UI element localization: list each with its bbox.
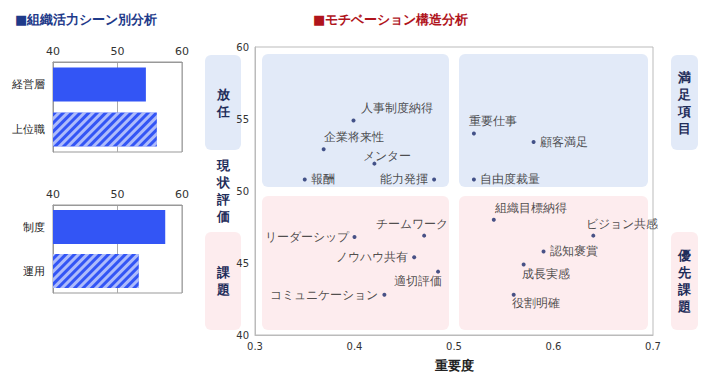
svg-text:状: 状 (216, 175, 231, 190)
svg-text:■モチベーション構造分析: ■モチベーション構造分析 (313, 12, 468, 27)
svg-text:コミュニケーション: コミュニケーション (270, 288, 378, 302)
svg-text:50: 50 (236, 186, 249, 197)
svg-text:0.3: 0.3 (247, 341, 263, 352)
svg-text:制度: 制度 (23, 221, 45, 234)
svg-text:ビジョン共感: ビジョン共感 (586, 217, 658, 231)
svg-text:足: 足 (677, 87, 691, 102)
svg-text:顧客満足: 顧客満足 (540, 135, 588, 149)
svg-text:60: 60 (175, 45, 189, 58)
svg-text:0.5: 0.5 (446, 341, 462, 352)
svg-text:経営層: 経営層 (11, 78, 45, 91)
svg-text:満: 満 (677, 70, 691, 85)
svg-text:40: 40 (46, 188, 60, 201)
svg-text:能力発揮: 能力発揮 (380, 172, 428, 186)
svg-text:認知褒賞: 認知褒賞 (550, 244, 598, 258)
svg-text:任: 任 (216, 104, 230, 119)
svg-text:題: 題 (677, 299, 691, 314)
svg-text:目: 目 (678, 121, 691, 136)
svg-text:優: 優 (677, 248, 691, 263)
svg-text:50: 50 (111, 45, 125, 58)
svg-text:40: 40 (46, 45, 60, 58)
svg-text:適切評価: 適切評価 (394, 274, 442, 288)
svg-text:重要度: 重要度 (434, 358, 474, 373)
svg-text:題: 題 (216, 282, 230, 297)
svg-text:課: 課 (216, 265, 231, 280)
svg-text:自由度裁量: 自由度裁量 (480, 172, 540, 186)
svg-text:0.6: 0.6 (546, 341, 562, 352)
svg-text:評: 評 (216, 192, 230, 207)
svg-text:55: 55 (236, 114, 249, 125)
svg-text:45: 45 (236, 258, 249, 269)
svg-text:価: 価 (216, 209, 230, 224)
svg-text:報酬: 報酬 (311, 172, 335, 186)
svg-text:企業将来性: 企業将来性 (324, 130, 384, 144)
svg-text:チームワーク: チームワーク (376, 217, 448, 231)
svg-text:0.7: 0.7 (645, 341, 661, 352)
svg-text:放: 放 (216, 87, 231, 102)
svg-text:役割明確: 役割明確 (512, 296, 560, 310)
svg-text:人事制度納得: 人事制度納得 (361, 101, 433, 115)
svg-text:■組織活力シーン別分析: ■組織活力シーン別分析 (15, 12, 157, 27)
svg-text:先: 先 (677, 265, 691, 280)
svg-text:重要仕事: 重要仕事 (469, 114, 517, 128)
svg-text:0.4: 0.4 (347, 341, 363, 352)
svg-text:成長実感: 成長実感 (522, 267, 570, 281)
svg-text:課: 課 (677, 282, 692, 297)
svg-text:上位職: 上位職 (12, 123, 45, 136)
svg-text:50: 50 (111, 188, 125, 201)
svg-text:60: 60 (236, 42, 249, 53)
svg-text:メンター: メンター (363, 149, 411, 163)
svg-text:運用: 運用 (23, 265, 45, 278)
svg-text:組織目標納得: 組織目標納得 (494, 201, 567, 215)
svg-text:60: 60 (175, 188, 189, 201)
svg-text:項: 項 (677, 104, 691, 119)
svg-text:ノウハウ共有: ノウハウ共有 (336, 250, 408, 264)
svg-text:現: 現 (216, 158, 231, 173)
svg-text:40: 40 (236, 330, 249, 341)
svg-text:リーダーシップ: リーダーシップ (265, 230, 350, 244)
